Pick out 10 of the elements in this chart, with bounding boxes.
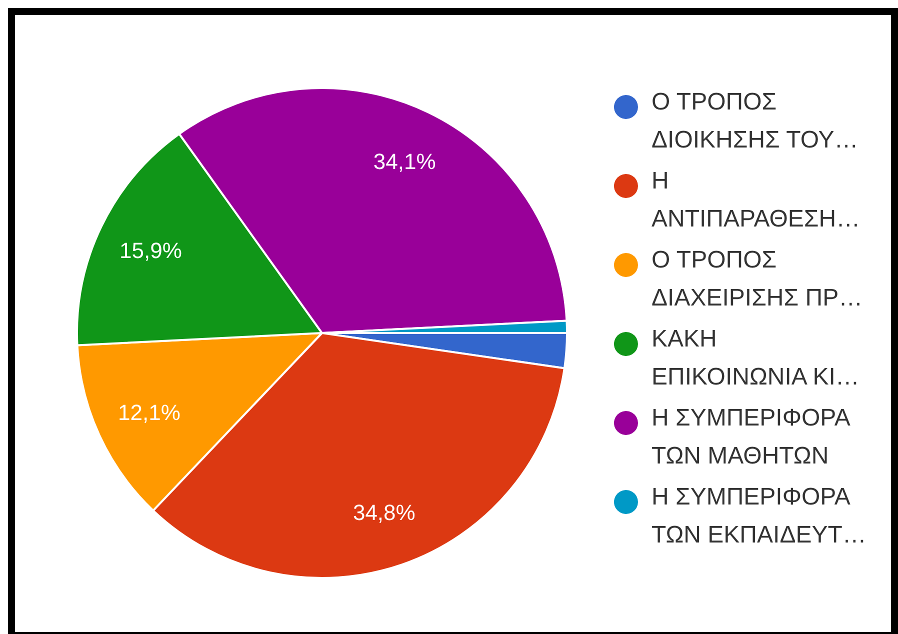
data-label: 34,8% [352,500,416,526]
legend-label: ΚΑΚΗ ΕΠΙΚΟΙΝΩΝΙΑ ΚΙ… [652,326,860,390]
legend-label: Ο ΤΡΟΠΟΣ ΔΙΟΙΚΗΣΗΣ ΤΟΥ… [652,88,858,154]
legend-label: Η ΑΝΤΙΠΑΡΑΘΕΣΗ… [652,168,860,232]
legend-label: Ο ΤΡΟΠΟΣ ΔΙΑΧΕΙΡΙΣΗΣ ΠΡ… [652,246,863,312]
legend-label: Η ΣΥΜΠΕΡΙΦΟΡΑ ΤΩΝ ΕΚΠΑΙΔΕΥΤ… [652,484,866,548]
data-label: 34,1% [373,149,436,174]
data-label: 15,9% [120,238,182,263]
legend-label: Η ΣΥΜΠΕΡΙΦΟΡΑ ΤΩΝ ΜΑΘΗΤΩΝ [652,404,850,470]
data-label: 12,1% [118,400,180,425]
